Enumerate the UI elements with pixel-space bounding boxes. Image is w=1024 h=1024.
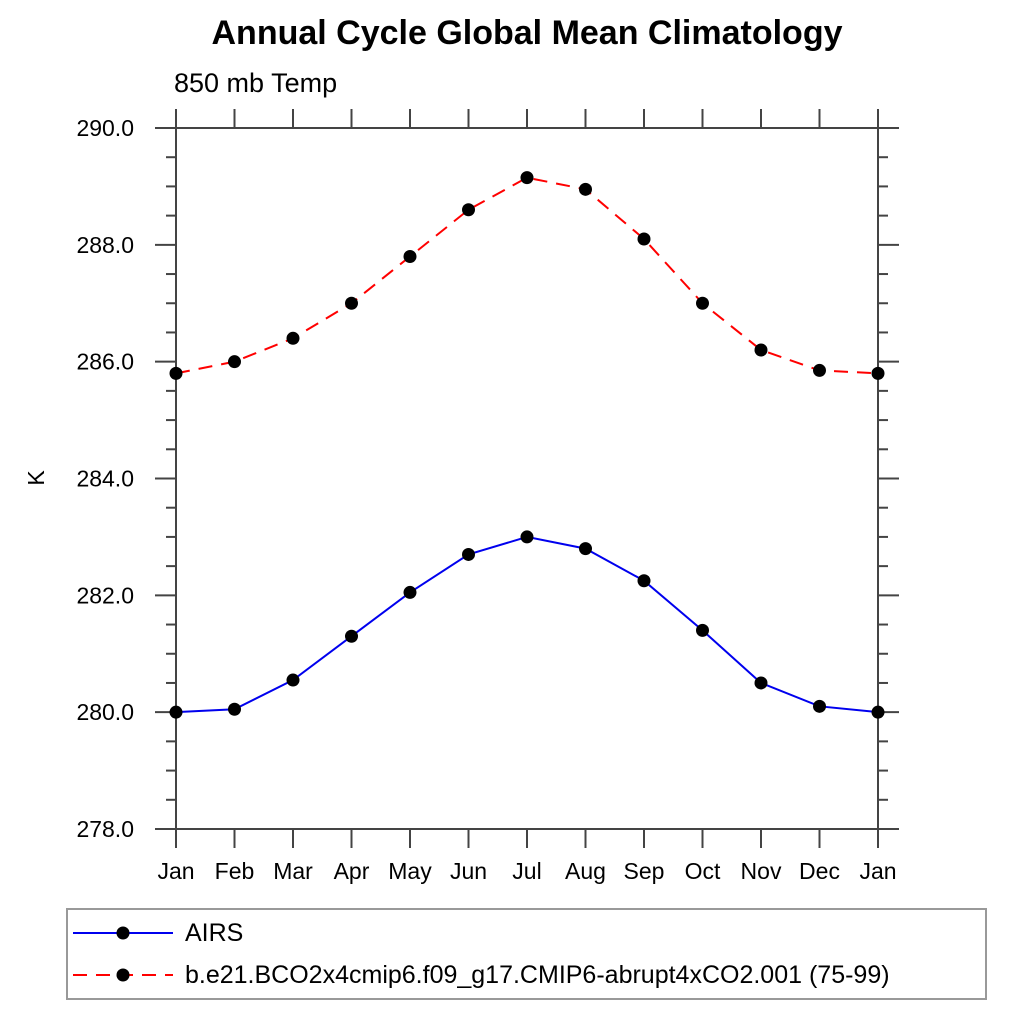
data-point-marker: [754, 676, 768, 690]
data-point-marker: [813, 699, 826, 713]
data-point-marker: [169, 705, 183, 719]
legend-label-airs: AIRS: [185, 918, 244, 947]
data-point-marker: [345, 296, 358, 310]
legend-label-model: b.e21.BCO2x4cmip6.f09_g17.CMIP6-abrupt4x…: [185, 960, 890, 989]
data-point-marker: [696, 623, 709, 637]
data-point-marker: [637, 574, 651, 588]
data-point-marker: [228, 702, 241, 716]
legend-entry-model: b.e21.BCO2x4cmip6.f09_g17.CMIP6-abrupt4x…: [73, 954, 985, 996]
y-tick-label: 278.0: [76, 816, 134, 842]
model-line-sample-icon: [73, 968, 173, 982]
legend-entry-airs: AIRS: [73, 912, 985, 954]
x-tick-label: Dec: [799, 858, 840, 884]
data-point-marker: [169, 366, 183, 380]
x-tick-label: Aug: [565, 858, 606, 884]
data-point-marker: [579, 182, 592, 196]
data-point-marker: [228, 355, 241, 369]
legend: AIRS b.e21.BCO2x4cmip6.f09_g17.CMIP6-abr…: [66, 908, 987, 1000]
y-tick-label: 282.0: [76, 582, 134, 608]
data-point-marker: [403, 250, 417, 264]
y-tick-label: 286.0: [76, 349, 134, 375]
data-point-marker: [813, 363, 826, 377]
x-tick-label: May: [388, 858, 432, 884]
chart-subtitle: 850 mb Temp: [174, 68, 338, 98]
chart-title: Annual Cycle Global Mean Climatology: [211, 14, 843, 52]
x-tick-label: Jan: [157, 858, 194, 884]
data-point-marker: [403, 585, 417, 599]
x-tick-label: Apr: [334, 858, 370, 884]
data-point-marker: [754, 343, 768, 357]
y-tick-label: 290.0: [76, 115, 134, 141]
y-tick-label: 280.0: [76, 699, 134, 725]
y-axis-title: K: [23, 470, 49, 486]
data-point-marker: [520, 171, 534, 185]
airs-line-sample-icon: [73, 926, 173, 940]
data-point-marker: [579, 542, 592, 556]
y-tick-label: 288.0: [76, 232, 134, 258]
x-tick-label: Oct: [685, 858, 721, 884]
x-tick-label: Mar: [273, 858, 313, 884]
x-tick-label: Nov: [741, 858, 782, 884]
data-point-marker: [462, 203, 475, 217]
x-tick-label: Jul: [512, 858, 541, 884]
data-point-marker: [871, 366, 885, 380]
x-tick-label: Sep: [624, 858, 665, 884]
y-tick-label: 284.0: [76, 466, 134, 492]
x-tick-label: Jan: [859, 858, 896, 884]
x-tick-label: Feb: [215, 858, 255, 884]
data-point-marker: [871, 705, 885, 719]
airs-line: [175, 535, 879, 714]
data-point-marker: [345, 629, 358, 643]
model-line: [175, 176, 879, 375]
data-point-marker: [462, 547, 475, 561]
data-point-marker: [637, 232, 651, 246]
x-tick-label: Jun: [450, 858, 487, 884]
data-point-marker: [520, 530, 534, 544]
data-point-marker: [286, 673, 300, 687]
data-point-marker: [286, 331, 300, 345]
data-point-marker: [696, 296, 709, 310]
